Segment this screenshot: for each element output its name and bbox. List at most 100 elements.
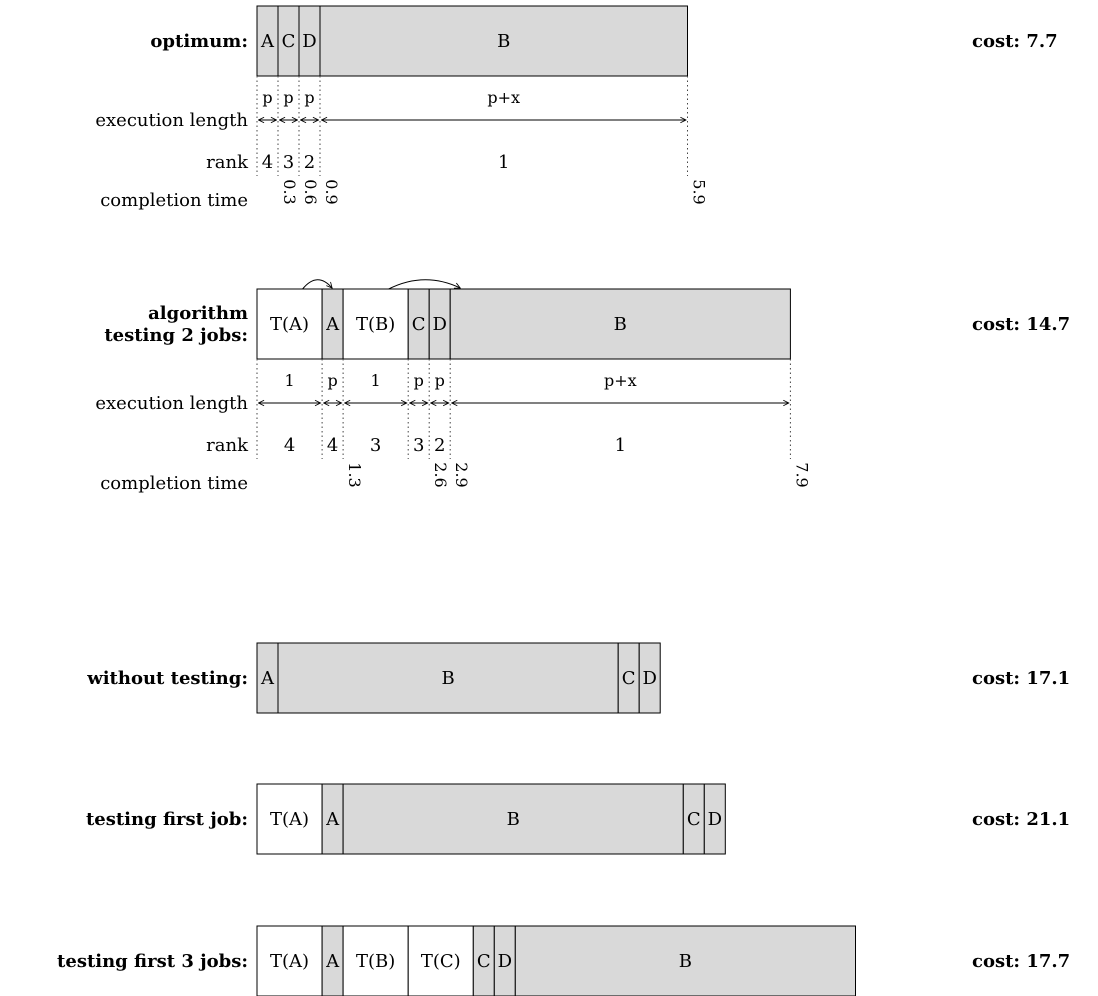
block-label: A bbox=[325, 314, 340, 335]
cost-label: cost: 17.7 bbox=[972, 951, 1070, 972]
row-label: optimum: bbox=[150, 31, 248, 52]
cost-label: cost: 17.1 bbox=[972, 668, 1070, 689]
execution-length-value: 1 bbox=[284, 371, 294, 390]
block-label: D bbox=[302, 31, 316, 52]
completion-time-value: 2.6 bbox=[431, 462, 450, 487]
execution-length-value: p bbox=[414, 371, 424, 390]
block-b: B bbox=[277, 642, 619, 714]
block-label: C bbox=[687, 809, 701, 830]
cost-label: cost: 7.7 bbox=[972, 31, 1058, 52]
block-label: A bbox=[325, 951, 340, 972]
row-label: without testing: bbox=[86, 668, 248, 689]
execution-length-label: execution length bbox=[95, 110, 248, 131]
block-tb: T(B) bbox=[342, 925, 409, 996]
block-label: A bbox=[260, 668, 275, 689]
block-label: T(B) bbox=[356, 951, 395, 972]
cost-label: cost: 14.7 bbox=[972, 314, 1070, 335]
block-a: A bbox=[321, 925, 344, 996]
completion-time-value: 0.3 bbox=[280, 179, 299, 204]
completion-time-value: 1.3 bbox=[345, 462, 364, 487]
execution-length-value: 1 bbox=[371, 371, 381, 390]
rank-value: 2 bbox=[304, 152, 315, 173]
rank-label: rank bbox=[206, 152, 249, 173]
completion-time-value: 5.9 bbox=[690, 179, 709, 204]
block-label: T(A) bbox=[270, 951, 309, 972]
rank-value: 3 bbox=[283, 152, 294, 173]
execution-length-value: p bbox=[304, 88, 314, 107]
block-label: B bbox=[507, 809, 520, 830]
completion-time-value: 0.9 bbox=[322, 179, 341, 204]
row-label: testing first 3 jobs: bbox=[57, 951, 248, 972]
block-b: B bbox=[514, 925, 856, 996]
block-ta: T(A) bbox=[256, 925, 323, 996]
block-c: C bbox=[682, 783, 705, 855]
block-label: B bbox=[679, 951, 692, 972]
block-b: B bbox=[319, 5, 688, 77]
execution-length-label: execution length bbox=[95, 393, 248, 414]
completion-time-value: 0.6 bbox=[301, 179, 320, 204]
execution-length-value: p bbox=[283, 88, 293, 107]
block-b: B bbox=[342, 783, 684, 855]
rank-value: 2 bbox=[434, 435, 445, 456]
block-label: C bbox=[412, 314, 426, 335]
completion-time-label: completion time bbox=[100, 473, 248, 494]
block-label: C bbox=[282, 31, 296, 52]
block-d: D bbox=[638, 642, 661, 714]
block-b: B bbox=[449, 288, 791, 360]
rank-value: 4 bbox=[284, 435, 295, 456]
block-label: B bbox=[441, 668, 454, 689]
row-label: algorithm bbox=[148, 303, 248, 324]
block-label: D bbox=[642, 668, 656, 689]
block-label: T(A) bbox=[270, 809, 309, 830]
execution-length-value: p bbox=[262, 88, 272, 107]
execution-length-value: p+x bbox=[487, 88, 520, 107]
row-label: testing 2 jobs: bbox=[104, 325, 248, 346]
block-label: B bbox=[497, 31, 510, 52]
execution-length-value: p bbox=[327, 371, 337, 390]
block-tb: T(B) bbox=[342, 288, 409, 360]
rank-value: 3 bbox=[413, 435, 424, 456]
move-arrow bbox=[388, 279, 461, 290]
block-label: T(C) bbox=[421, 951, 461, 972]
row-label: testing first job: bbox=[86, 809, 248, 830]
block-a: A bbox=[321, 783, 344, 855]
rank-value: 1 bbox=[615, 435, 626, 456]
rank-value: 1 bbox=[498, 152, 509, 173]
execution-length-value: p+x bbox=[604, 371, 637, 390]
block-ta: T(A) bbox=[256, 288, 323, 360]
block-ta: T(A) bbox=[256, 783, 323, 855]
block-c: C bbox=[617, 642, 640, 714]
completion-time-label: completion time bbox=[100, 190, 248, 211]
block-label: C bbox=[477, 951, 491, 972]
cost-label: cost: 21.1 bbox=[972, 809, 1070, 830]
block-tc: T(C) bbox=[407, 925, 474, 996]
block-label: D bbox=[498, 951, 512, 972]
block-d: D bbox=[428, 288, 451, 360]
block-d: D bbox=[703, 783, 726, 855]
rank-label: rank bbox=[206, 435, 249, 456]
block-c: C bbox=[472, 925, 495, 996]
block-label: C bbox=[622, 668, 636, 689]
rank-value: 4 bbox=[327, 435, 338, 456]
block-label: T(B) bbox=[356, 314, 395, 335]
completion-time-value: 7.9 bbox=[792, 462, 811, 487]
block-label: A bbox=[260, 31, 275, 52]
block-a: A bbox=[256, 5, 279, 77]
block-label: D bbox=[432, 314, 446, 335]
block-label: A bbox=[325, 809, 340, 830]
block-c: C bbox=[277, 5, 300, 77]
block-d: D bbox=[298, 5, 321, 77]
rank-value: 4 bbox=[262, 152, 273, 173]
block-label: D bbox=[708, 809, 722, 830]
block-c: C bbox=[407, 288, 430, 360]
block-d: D bbox=[493, 925, 516, 996]
block-label: T(A) bbox=[270, 314, 309, 335]
execution-length-value: p bbox=[435, 371, 445, 390]
block-a: A bbox=[321, 288, 344, 360]
